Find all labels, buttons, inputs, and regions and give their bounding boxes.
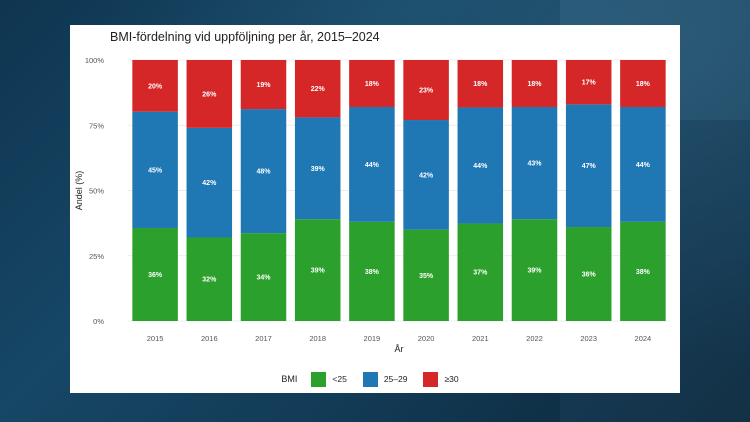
x-tick-label: 2021 bbox=[472, 334, 489, 343]
bar-segment-2020-s1 bbox=[403, 120, 449, 230]
x-tick-label: 2017 bbox=[255, 334, 272, 343]
y-tick-label: 75% bbox=[89, 121, 104, 130]
bar-label: 43% bbox=[527, 161, 542, 168]
stacked-bar-chart: 0% 25% 50% 75% 100% 36% 45% 20% 2015 32% 42% 26% 201… bbox=[74, 56, 670, 354]
bar-label: 32% bbox=[202, 277, 217, 284]
bar-label: 39% bbox=[311, 268, 326, 275]
bar-segment-2021-s0 bbox=[457, 223, 504, 321]
y-tick-label: 100% bbox=[85, 56, 105, 65]
bar-segment-2018-s0 bbox=[294, 219, 341, 321]
bar-label: 44% bbox=[365, 162, 380, 169]
x-tick-label: 2018 bbox=[309, 334, 326, 343]
bar-label: 18% bbox=[527, 81, 542, 88]
bar-label: 39% bbox=[311, 166, 326, 173]
bar-label: 26% bbox=[202, 91, 217, 98]
bar-label: 47% bbox=[582, 163, 597, 170]
y-tick-label: 25% bbox=[89, 252, 104, 261]
bar-segment-2016-s0 bbox=[186, 237, 233, 321]
bar-label: 44% bbox=[636, 162, 651, 169]
y-axis-title: Andel (%) bbox=[74, 171, 84, 211]
bar-label: 17% bbox=[582, 80, 597, 87]
legend-label-ge30: ≥30 bbox=[444, 374, 459, 384]
bar-label: 35% bbox=[419, 273, 434, 280]
x-tick-label: 2023 bbox=[580, 334, 597, 343]
bar-label: 23% bbox=[419, 88, 434, 95]
bar-segment-2017-s1 bbox=[240, 109, 287, 234]
bar-segment-2024-s1 bbox=[620, 106, 666, 222]
bar-label: 36% bbox=[582, 272, 597, 279]
x-tick-label: 2024 bbox=[635, 334, 652, 343]
bar-segment-2022-s0 bbox=[511, 219, 558, 321]
legend-swatch-lt25 bbox=[311, 371, 327, 387]
bar-label: 42% bbox=[419, 172, 434, 179]
bar-segment-2021-s1 bbox=[457, 107, 504, 224]
bar-segment-2023-s2 bbox=[565, 60, 612, 105]
bar-segment-2022-s1 bbox=[511, 106, 558, 220]
bar-segment-2019-s0 bbox=[349, 221, 395, 321]
legend-item-ge30: ≥30 bbox=[423, 371, 459, 387]
bar-segment-2024-s0 bbox=[620, 221, 666, 321]
legend: BMI <25 25–29 ≥30 bbox=[70, 371, 680, 387]
legend-item-25-29: 25–29 bbox=[362, 371, 408, 387]
y-tick-label: 0% bbox=[93, 317, 104, 326]
bar-label: 18% bbox=[636, 81, 651, 88]
bar-label: 45% bbox=[148, 167, 163, 174]
bar-label: 36% bbox=[148, 272, 163, 279]
legend-title: BMI bbox=[281, 374, 298, 384]
bar-label: 39% bbox=[527, 268, 542, 275]
bar-label: 38% bbox=[365, 269, 380, 276]
bar-label: 34% bbox=[256, 275, 271, 282]
bar-label: 37% bbox=[473, 270, 488, 277]
bar-label: 42% bbox=[202, 180, 217, 187]
x-tick-label: 2022 bbox=[526, 334, 543, 343]
bar-segment-2020-s2 bbox=[403, 60, 449, 121]
bar-segment-2021-s2 bbox=[457, 60, 504, 108]
legend-label-25-29: 25–29 bbox=[383, 374, 408, 384]
y-tick-label: 50% bbox=[89, 187, 104, 196]
bar-segment-2016-s1 bbox=[186, 127, 233, 238]
bar-segment-2019-s2 bbox=[349, 60, 395, 107]
bar-segment-2023-s1 bbox=[565, 104, 612, 228]
bar-label: 18% bbox=[473, 81, 488, 88]
x-tick-label: 2019 bbox=[364, 334, 381, 343]
bar-label: 38% bbox=[636, 269, 651, 276]
bar-label: 18% bbox=[365, 81, 380, 88]
x-axis-title: År bbox=[395, 344, 404, 354]
bar-segment-2015-s1 bbox=[132, 111, 178, 228]
bar-segment-2020-s0 bbox=[403, 229, 449, 321]
bar-segment-2023-s0 bbox=[565, 227, 612, 321]
bar-segment-2018-s2 bbox=[294, 60, 341, 118]
chart-title: BMI-fördelning vid uppföljning per år, 2… bbox=[110, 30, 380, 44]
bar-segment-2024-s2 bbox=[620, 60, 666, 107]
legend-swatch-25-29 bbox=[362, 371, 378, 387]
bar-label: 48% bbox=[256, 169, 271, 176]
legend-item-lt25: <25 bbox=[311, 371, 347, 387]
bar-label: 20% bbox=[148, 83, 163, 90]
x-tick-label: 2016 bbox=[201, 334, 218, 343]
x-tick-label: 2020 bbox=[418, 334, 435, 343]
bar-segment-2019-s1 bbox=[349, 106, 395, 222]
bar-segment-2017-s2 bbox=[240, 60, 287, 110]
chart-card: BMI-fördelning vid uppföljning per år, 2… bbox=[70, 25, 680, 393]
bar-label: 44% bbox=[473, 163, 488, 170]
bar-segment-2015-s0 bbox=[132, 227, 178, 321]
bar-segment-2018-s1 bbox=[294, 117, 341, 220]
bar-segment-2022-s2 bbox=[511, 60, 558, 107]
legend-swatch-ge30 bbox=[423, 371, 439, 387]
bar-segment-2016-s2 bbox=[186, 60, 233, 128]
bar-segment-2015-s2 bbox=[132, 60, 178, 112]
bar-label: 22% bbox=[311, 86, 326, 93]
bar-label: 19% bbox=[256, 82, 271, 89]
legend-label-lt25: <25 bbox=[332, 374, 347, 384]
x-tick-label: 2015 bbox=[147, 334, 164, 343]
bar-segment-2017-s0 bbox=[240, 233, 287, 321]
